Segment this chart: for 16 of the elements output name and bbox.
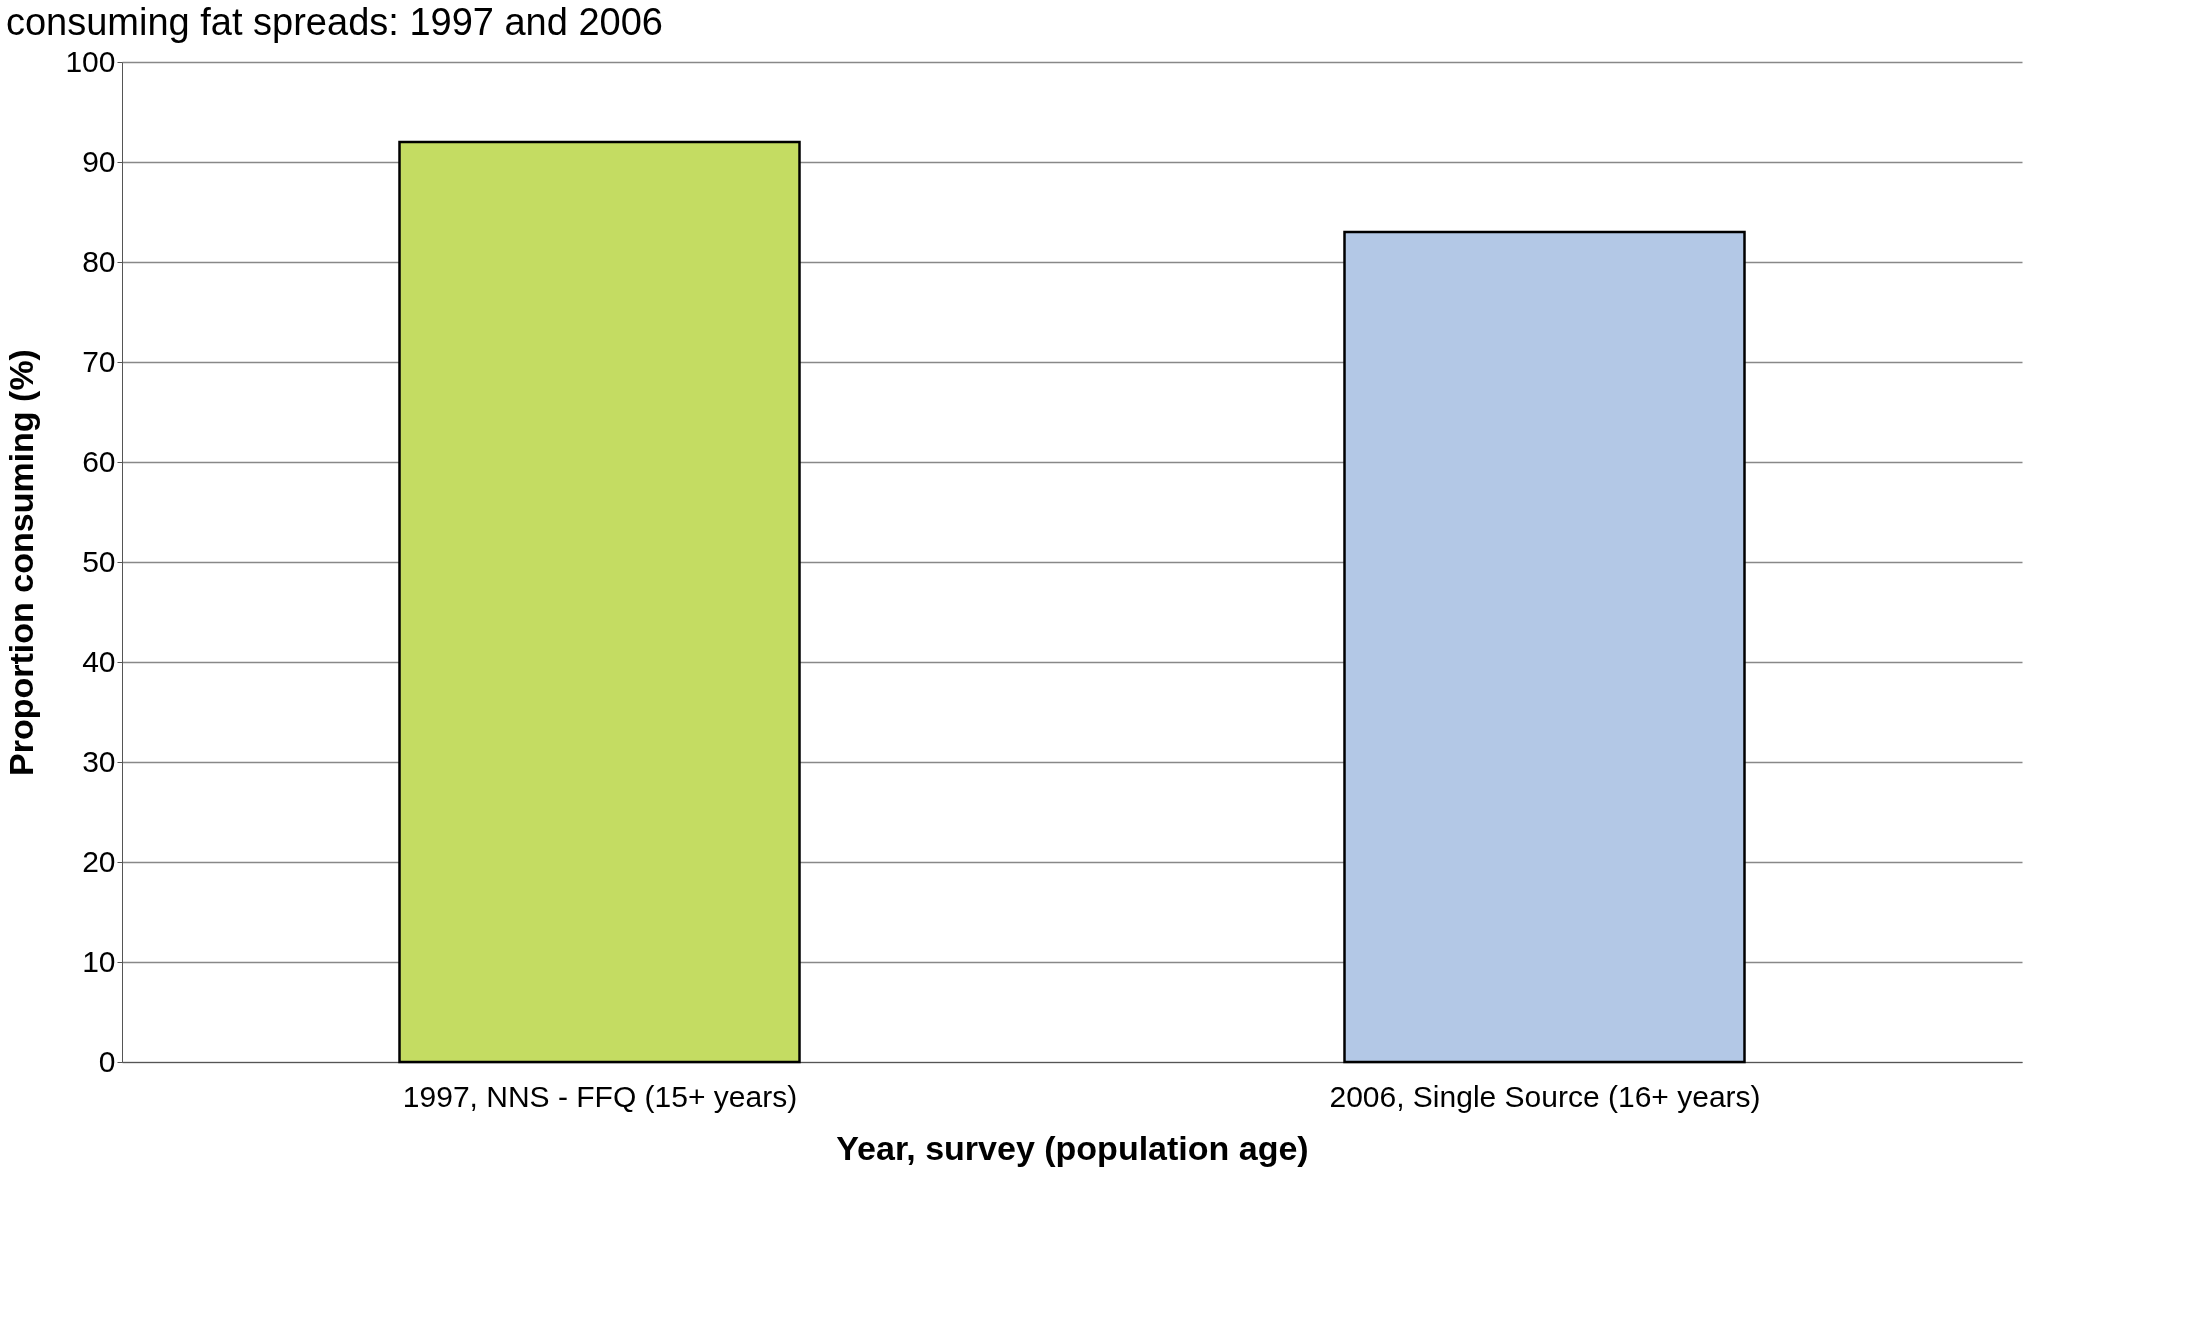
y-tick-label: 10	[82, 944, 116, 978]
y-tick-label: 70	[82, 344, 116, 378]
y-tick-label: 90	[82, 144, 116, 178]
y-tick-label: 20	[82, 844, 116, 878]
y-axis-title: Proportion consuming (%)	[2, 349, 41, 776]
y-tick-label: 80	[82, 244, 116, 278]
x-tick-label: 2006, Single Source (16+ years)	[1329, 1079, 1761, 1113]
chart-title: consuming fat spreads: 1997 and 2006	[5, 1, 663, 43]
y-tick-label: 60	[82, 444, 116, 478]
x-tick-label: 1997, NNS - FFQ (15+ years)	[402, 1079, 798, 1113]
x-axis-title: Year, survey (population age)	[836, 1128, 1309, 1167]
y-tick-label: 100	[65, 44, 116, 78]
y-tick-label: 50	[82, 544, 116, 578]
y-tick-label: 40	[82, 644, 116, 678]
y-tick-label: 0	[98, 1044, 116, 1078]
y-tick-label: 30	[82, 744, 116, 778]
